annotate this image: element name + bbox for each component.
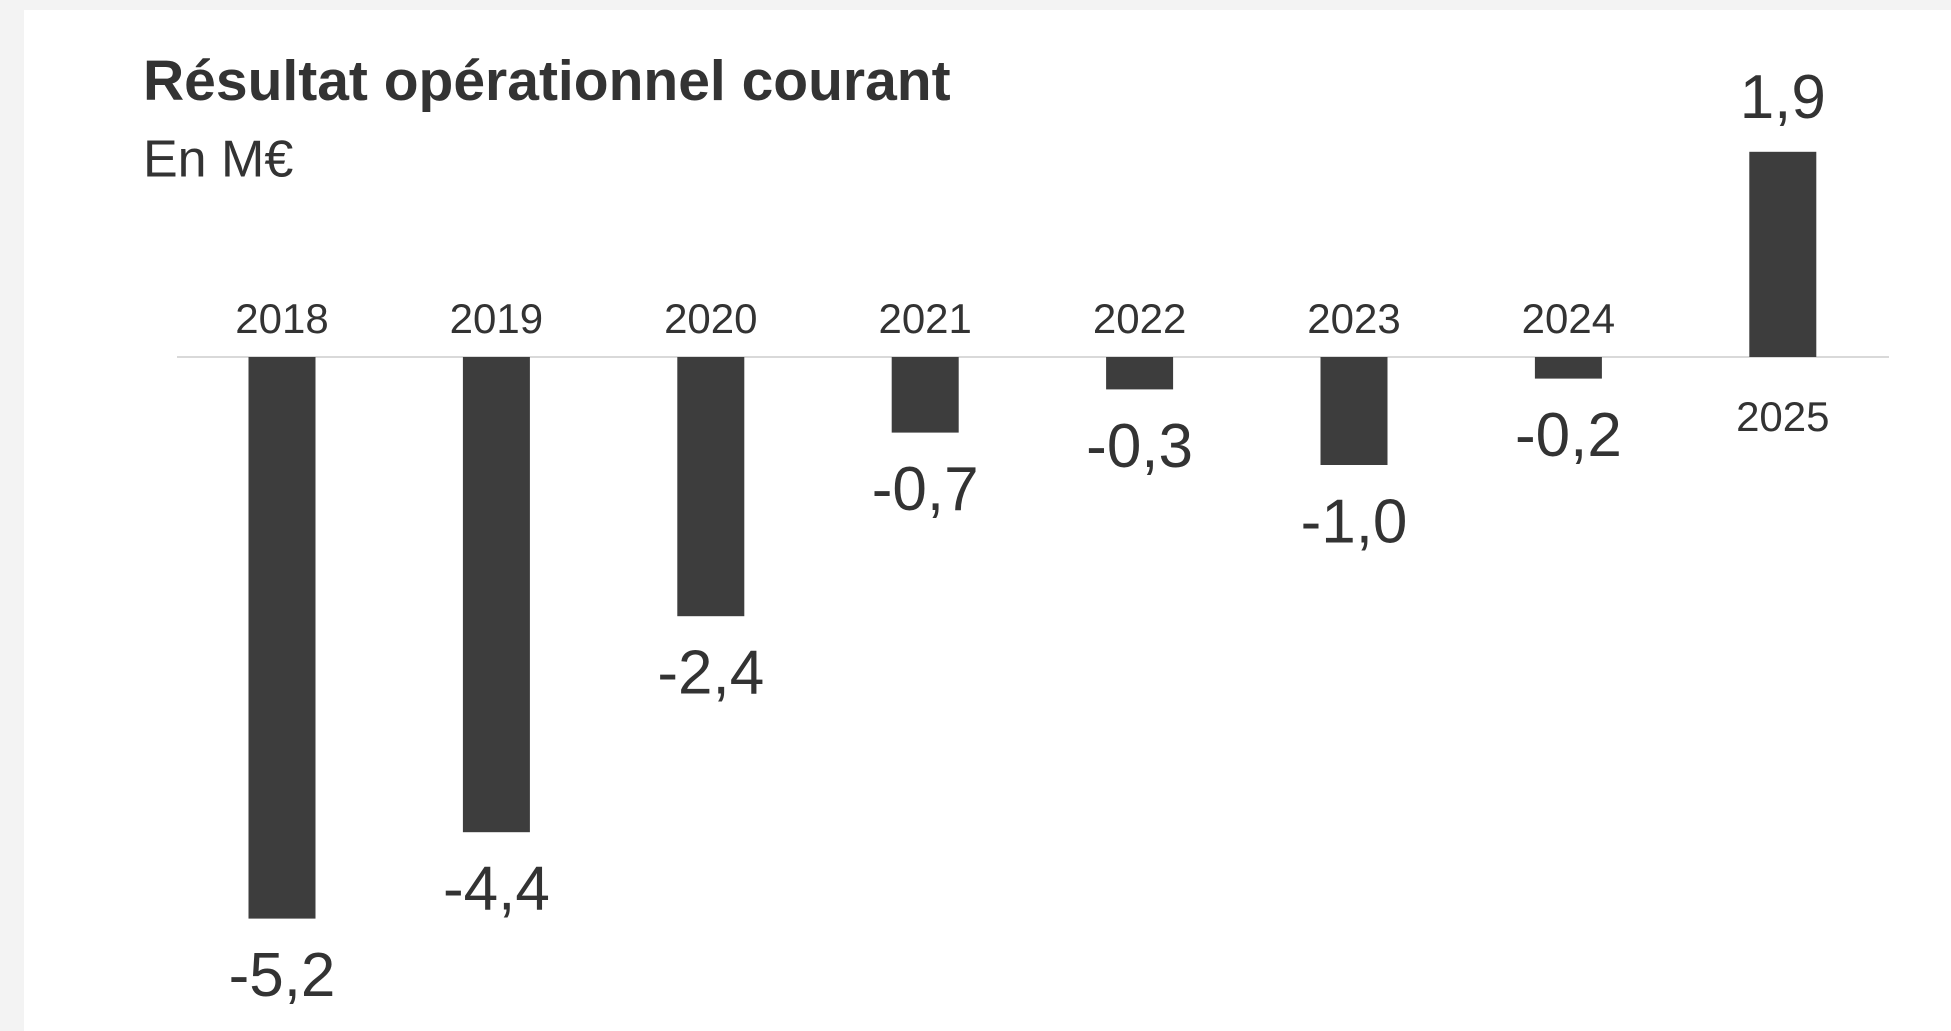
panel — [24, 10, 1951, 1031]
bar — [1106, 357, 1174, 390]
value-label: -0,3 — [1086, 412, 1193, 481]
bar — [677, 357, 745, 617]
value-label: 1,9 — [1740, 63, 1826, 132]
chart-subtitle: En M€ — [143, 131, 293, 189]
bar — [1749, 151, 1817, 357]
value-label: -1,0 — [1301, 487, 1408, 556]
bar — [1534, 357, 1602, 379]
bar — [462, 357, 530, 833]
x-tick-label: 2025 — [1736, 393, 1829, 440]
value-label: -0,7 — [872, 455, 979, 524]
x-tick-label: 2019 — [450, 295, 543, 342]
value-label: -5,2 — [229, 941, 336, 1010]
value-label: -4,4 — [443, 855, 550, 924]
x-tick-label: 2022 — [1093, 295, 1186, 342]
chart-title: Résultat opérationnel courant — [143, 49, 951, 113]
bar — [1320, 357, 1388, 465]
x-tick-label: 2023 — [1307, 295, 1400, 342]
value-label: -2,4 — [657, 639, 764, 708]
value-label: -0,2 — [1515, 401, 1622, 470]
bar — [248, 357, 316, 919]
bar — [891, 357, 959, 433]
x-tick-label: 2024 — [1522, 295, 1615, 342]
x-tick-label: 2020 — [664, 295, 757, 342]
x-tick-label: 2018 — [235, 295, 328, 342]
x-tick-label: 2021 — [878, 295, 971, 342]
